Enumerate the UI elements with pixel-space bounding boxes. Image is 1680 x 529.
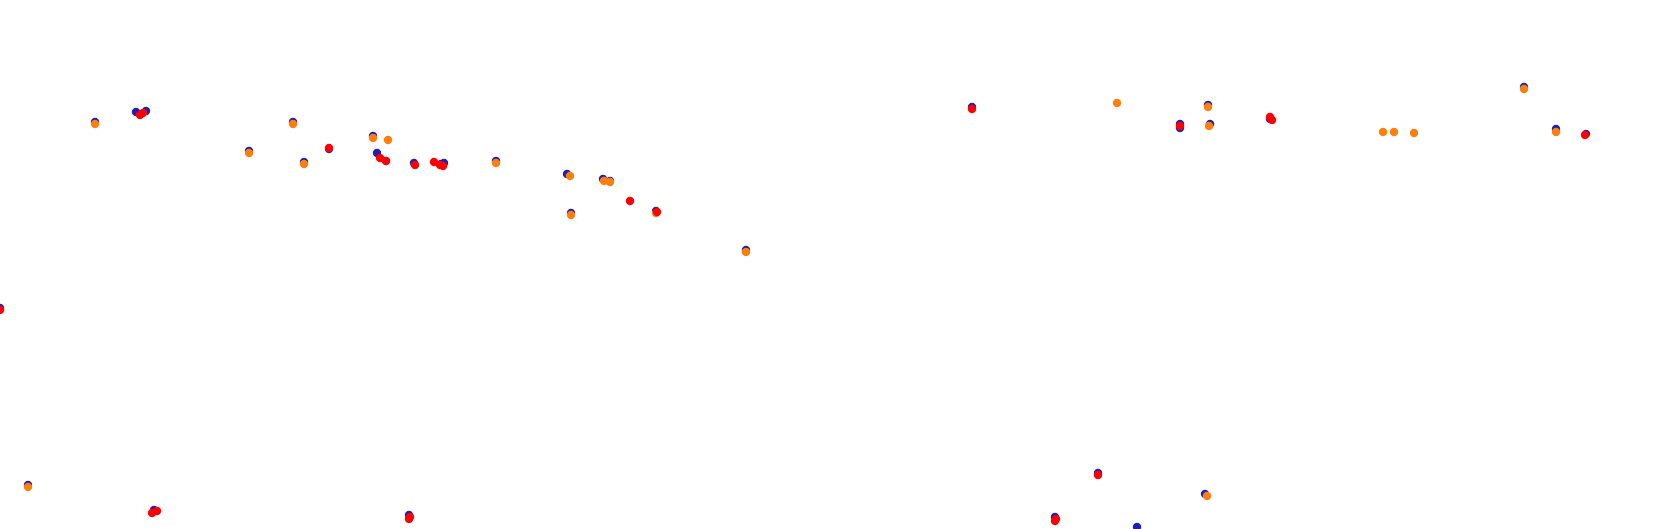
series-2 (23, 84, 1561, 501)
data-point-s2-20 (1389, 127, 1399, 137)
data-point-s3-19 (138, 108, 148, 118)
data-point-s3-21 (1175, 121, 1185, 131)
data-point-s3-24 (1580, 130, 1590, 140)
data-point-s2-18 (1203, 102, 1213, 112)
data-point-s2-21 (1409, 128, 1419, 138)
series-3 (0, 104, 1590, 526)
data-point-s2-13 (288, 119, 298, 129)
data-point-s2-1 (23, 482, 33, 492)
data-point-s1-5 (1132, 522, 1142, 529)
data-point-s3-9 (625, 196, 635, 206)
data-point-s2-23 (1519, 84, 1529, 94)
data-point-s2-11 (244, 148, 254, 158)
data-point-s2-8 (565, 171, 575, 181)
data-point-s3-10 (652, 207, 662, 217)
data-point-s3-20 (967, 104, 977, 114)
data-point-s3-13 (381, 156, 391, 166)
data-point-s2-15 (383, 135, 393, 145)
data-point-s2-4 (566, 210, 576, 220)
data-point-s3-14 (410, 160, 420, 170)
data-point-s3-2 (152, 506, 162, 516)
data-point-s2-17 (1204, 121, 1214, 131)
data-point-s3-4 (405, 512, 415, 522)
data-point-s3-6 (1051, 514, 1061, 524)
data-point-s2-9 (491, 158, 501, 168)
data-point-s2-10 (299, 159, 309, 169)
data-point-s3-23 (1265, 112, 1275, 122)
data-point-s3-17 (438, 161, 448, 171)
data-point-s2-14 (368, 133, 378, 143)
data-point-s2-12 (90, 119, 100, 129)
data-point-s2-2 (1202, 491, 1212, 501)
data-points-layer (0, 82, 1591, 529)
data-point-s2-19 (1378, 127, 1388, 137)
data-point-s3-7 (1093, 470, 1103, 480)
data-point-s3-11 (324, 143, 334, 153)
data-point-s2-16 (1112, 98, 1122, 108)
data-point-s3-8 (0, 305, 5, 315)
data-point-s2-7 (605, 177, 615, 187)
data-point-s2-22 (1551, 127, 1561, 137)
data-point-s2-3 (741, 247, 751, 257)
